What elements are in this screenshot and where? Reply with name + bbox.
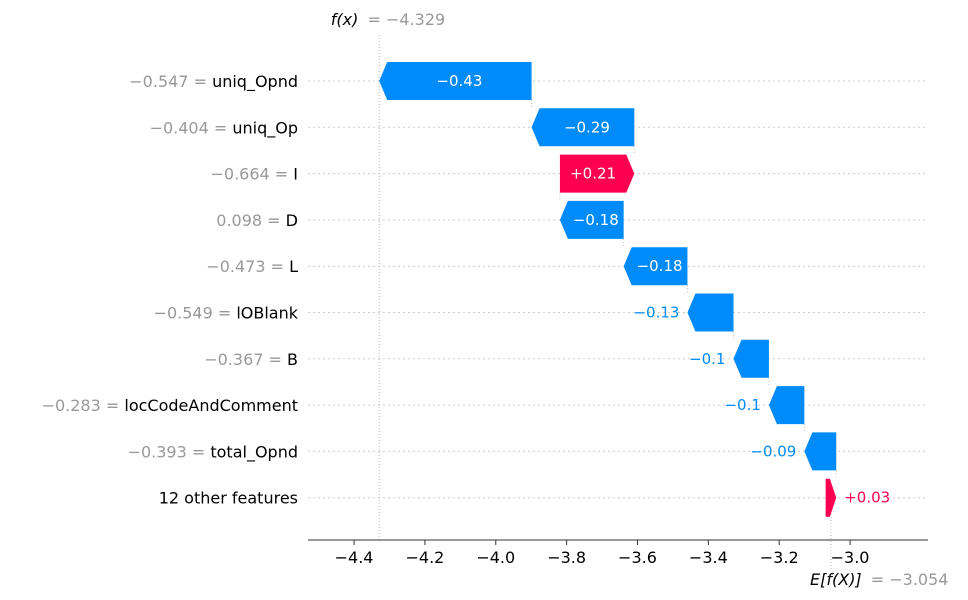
feature-label: −0.393 = total_Opnd xyxy=(128,442,298,462)
feature-value: −0.283 = xyxy=(42,396,125,415)
x-tick-label: −4.2 xyxy=(405,548,444,567)
feature-label: −0.664 = I xyxy=(210,164,298,183)
x-tick-label: −3.4 xyxy=(689,548,728,567)
feature-label: 12 other features xyxy=(159,488,298,507)
feature-name: lOBlank xyxy=(236,303,298,322)
feature-label: −0.283 = locCodeAndComment xyxy=(42,396,298,415)
feature-name: total_Opnd xyxy=(210,442,298,462)
feature-value: −0.473 = xyxy=(206,257,289,276)
bar-value-label: −0.43 xyxy=(436,72,482,90)
bar-negative xyxy=(379,62,532,100)
feature-name: locCodeAndComment xyxy=(124,396,298,415)
x-tick-label: −3.6 xyxy=(618,548,657,567)
feature-value: −0.367 = xyxy=(204,349,287,368)
fx-value: = −4.329 xyxy=(367,10,445,29)
efx-label: E[f(X)] xyxy=(810,570,862,589)
feature-value: −0.393 = xyxy=(128,442,211,461)
feature-name: D xyxy=(286,210,298,229)
feature-name: I xyxy=(293,164,298,183)
feature-name: L xyxy=(289,257,298,276)
bar-value-label: +0.21 xyxy=(570,165,616,183)
x-tick-label: −3.2 xyxy=(760,548,799,567)
bar-negative xyxy=(768,386,805,425)
reference-lines xyxy=(378,35,832,570)
feature-label: −0.404 = uniq_Op xyxy=(150,118,298,138)
bar-value-label: −0.1 xyxy=(689,350,725,368)
efx-annotation: E[f(X)] = −3.054 xyxy=(810,570,948,589)
efx-value: = −3.054 xyxy=(871,570,949,589)
bar-negative xyxy=(531,108,635,147)
feature-label: −0.547 = uniq_Opnd xyxy=(129,72,298,92)
feature-label: 0.098 = D xyxy=(216,210,298,229)
feature-value: −0.404 = xyxy=(150,118,233,137)
bar-value-label: −0.18 xyxy=(573,211,619,229)
bar-value-label: −0.09 xyxy=(750,442,796,460)
feature-value: −0.549 = xyxy=(154,303,237,322)
bar-value-label: −0.13 xyxy=(633,304,679,322)
x-tick-label: −4.0 xyxy=(476,548,515,567)
feature-label: −0.473 = L xyxy=(206,257,298,276)
bar-negative xyxy=(733,339,769,378)
feature-value: −0.547 = xyxy=(129,72,212,91)
feature-labels: −0.547 = uniq_Opnd −0.404 = uniq_Op −0.664… xyxy=(42,72,299,508)
bar-value-label: −0.1 xyxy=(724,396,760,414)
feature-name: uniq_Op xyxy=(232,118,298,138)
bar-positive xyxy=(825,478,837,517)
bar-value-label: −0.29 xyxy=(564,118,610,136)
bar-negative xyxy=(687,293,734,332)
x-tick-label: −4.4 xyxy=(335,548,374,567)
bar-positive xyxy=(559,154,635,193)
feature-name: 12 other features xyxy=(159,488,298,507)
x-tick-label: −3.0 xyxy=(831,548,870,567)
feature-name: B xyxy=(287,349,298,368)
bar-negative xyxy=(559,200,624,239)
x-tick-label: −3.8 xyxy=(547,548,586,567)
bar-negative xyxy=(804,432,837,471)
feature-value: 0.098 = xyxy=(216,210,285,229)
fx-label: f(x) xyxy=(331,10,359,29)
bars: −0.43 −0.29 +0.21 −0.18 −0.18 −0.13 −0.1 −0.1 −0… xyxy=(379,62,890,517)
x-axis: −4.4 −4.2 −4.0 −3.8 −3.6 −3.4 −3.2 −3.0 xyxy=(308,539,928,567)
feature-label: −0.367 = B xyxy=(204,349,298,368)
bar-value-label: +0.03 xyxy=(844,489,890,507)
bar-negative xyxy=(623,247,688,286)
feature-name: uniq_Opnd xyxy=(212,72,298,92)
bar-value-label: −0.18 xyxy=(637,257,683,275)
feature-label: −0.549 = lOBlank xyxy=(154,303,299,322)
fx-annotation: f(x) = −4.329 xyxy=(331,10,445,29)
feature-value: −0.664 = xyxy=(210,164,293,183)
